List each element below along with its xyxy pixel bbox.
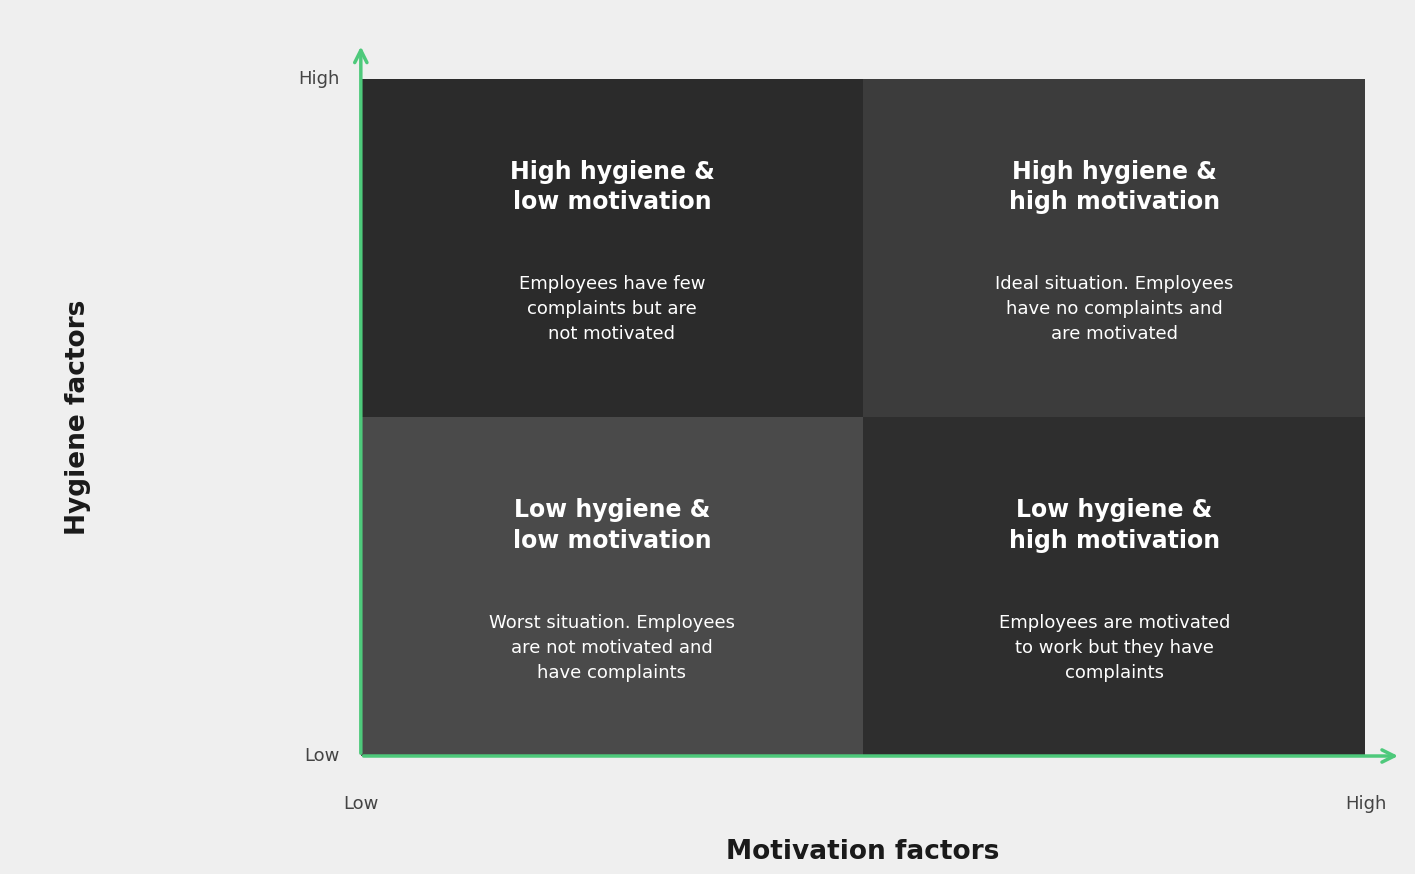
Text: Motivation factors: Motivation factors: [726, 839, 1000, 865]
Text: Employees have few
complaints but are
not motivated: Employees have few complaints but are no…: [519, 275, 705, 343]
Text: Low: Low: [304, 747, 340, 765]
Bar: [863, 418, 1365, 756]
Bar: [361, 79, 863, 418]
Text: Worst situation. Employees
are not motivated and
have complaints: Worst situation. Employees are not motiv…: [490, 614, 734, 682]
Text: High hygiene &
low motivation: High hygiene & low motivation: [509, 160, 715, 214]
Text: Low hygiene &
low motivation: Low hygiene & low motivation: [512, 498, 712, 553]
Text: High hygiene &
high motivation: High hygiene & high motivation: [1009, 160, 1220, 214]
Text: Low: Low: [342, 795, 378, 813]
Text: Hygiene factors: Hygiene factors: [65, 300, 91, 535]
Text: Ideal situation. Employees
have no complaints and
are motivated: Ideal situation. Employees have no compl…: [995, 275, 1234, 343]
Bar: [863, 79, 1365, 418]
Text: High: High: [1344, 795, 1387, 813]
Text: High: High: [299, 70, 340, 87]
Bar: [361, 418, 863, 756]
Text: Low hygiene &
high motivation: Low hygiene & high motivation: [1009, 498, 1220, 553]
Text: Employees are motivated
to work but they have
complaints: Employees are motivated to work but they…: [999, 614, 1230, 682]
